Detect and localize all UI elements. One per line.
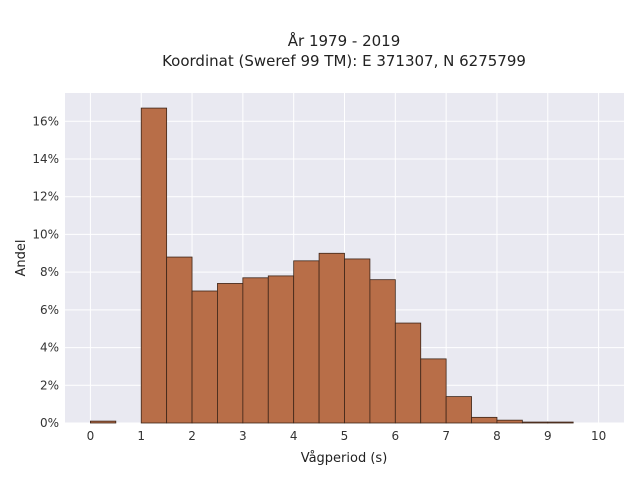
histogram-bar-0 bbox=[90, 420, 117, 424]
histogram-bar-15 bbox=[471, 416, 498, 424]
histogram-bar-13 bbox=[420, 358, 447, 424]
chart-title-line2: Koordinat (Sweref 99 TM): E 371307, N 62… bbox=[162, 52, 526, 70]
histogram-bar-4 bbox=[191, 290, 218, 424]
histogram-bar-8 bbox=[293, 260, 320, 424]
y-tick-label-8: 16% bbox=[32, 114, 59, 128]
y-tick-label-3: 6% bbox=[40, 303, 59, 317]
y-axis-label: Andel bbox=[14, 240, 29, 277]
histogram-bar-6 bbox=[242, 277, 269, 424]
histogram-bar-10 bbox=[344, 258, 371, 424]
histogram-bar-14 bbox=[445, 396, 472, 424]
x-tick-label-3: 3 bbox=[239, 429, 247, 443]
x-tick-labels: 0 1 2 3 4 5 6 7 8 9 10 bbox=[87, 429, 607, 443]
y-tick-label-2: 4% bbox=[40, 341, 59, 355]
x-tick-label-0: 0 bbox=[87, 429, 95, 443]
x-tick-label-2: 2 bbox=[188, 429, 196, 443]
histogram-bar-17 bbox=[521, 421, 549, 424]
x-tick-label-9: 9 bbox=[544, 429, 552, 443]
histogram-bar-3 bbox=[166, 256, 193, 424]
y-tick-label-4: 8% bbox=[40, 265, 59, 279]
bars bbox=[90, 107, 574, 424]
chart-title-line1: År 1979 - 2019 bbox=[288, 31, 401, 50]
y-tick-label-6: 12% bbox=[32, 190, 59, 204]
y-tick-label-0: 0% bbox=[40, 416, 59, 430]
x-tick-label-4: 4 bbox=[290, 429, 298, 443]
y-tick-label-5: 10% bbox=[32, 227, 59, 241]
x-tick-label-10: 10 bbox=[591, 429, 606, 443]
histogram-bar-11 bbox=[369, 279, 396, 424]
histogram-bar-9 bbox=[318, 252, 345, 424]
histogram-bar-2 bbox=[140, 107, 168, 424]
x-tick-label-1: 1 bbox=[137, 429, 145, 443]
y-tick-label-1: 2% bbox=[40, 378, 59, 392]
y-tick-label-7: 14% bbox=[32, 152, 59, 166]
x-tick-label-5: 5 bbox=[341, 429, 349, 443]
histogram-bar-16 bbox=[496, 419, 523, 424]
x-tick-label-8: 8 bbox=[493, 429, 501, 443]
histogram-bar-12 bbox=[394, 322, 422, 424]
x-tick-label-6: 6 bbox=[391, 429, 399, 443]
histogram-bar-7 bbox=[267, 275, 295, 424]
x-tick-label-7: 7 bbox=[442, 429, 450, 443]
histogram-bar-18 bbox=[547, 421, 574, 424]
x-axis-label: Vågperiod (s) bbox=[301, 451, 388, 466]
y-tick-labels: 0% 2% 4% 6% 8% 10% 12% 14% 16% bbox=[32, 114, 59, 430]
histogram-bar-5 bbox=[217, 283, 244, 424]
